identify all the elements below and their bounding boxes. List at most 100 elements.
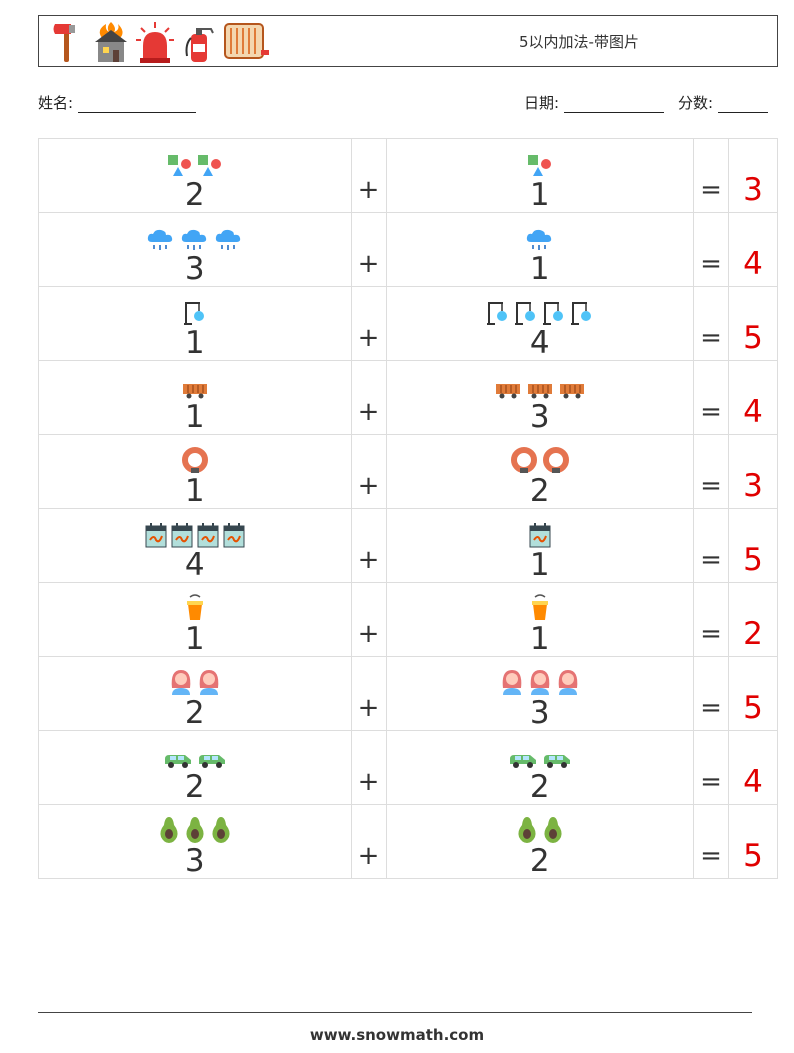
hydrant-pipe-icon	[570, 298, 594, 326]
answer-value: 5	[743, 690, 763, 726]
answer-value: 4	[743, 394, 763, 430]
equals-cell: =	[693, 360, 730, 435]
equals-sign: =	[700, 545, 722, 575]
answer-cell[interactable]: 2	[728, 582, 778, 657]
answer-cell[interactable]: 3	[728, 138, 778, 213]
right-operand: 4	[385, 286, 695, 361]
name-blank[interactable]	[77, 96, 196, 113]
car-icon	[163, 752, 193, 770]
problem-table: 2 +1 = 3 3 +1 = 4 1 +4 = 5 1 +3 = 4 1 +2 = 3 4 +1 = 5 1 +1 = 2 2 +3 = 5…	[38, 138, 778, 879]
woman-avatar-icon	[500, 668, 524, 696]
equals-cell: =	[693, 804, 730, 879]
score-field: 分数:	[678, 92, 768, 113]
answer-cell[interactable]: 5	[728, 804, 778, 879]
rain-cloud-icon	[146, 228, 176, 252]
score-blank[interactable]	[717, 96, 768, 113]
date-blank[interactable]	[563, 96, 664, 113]
left-number: 1	[184, 325, 205, 361]
right-number: 1	[529, 177, 550, 213]
right-pictures	[387, 516, 694, 548]
left-pictures	[39, 664, 351, 696]
plus-cell: +	[350, 804, 387, 879]
left-pictures	[39, 294, 351, 326]
right-pictures	[387, 146, 694, 178]
left-number: 1	[184, 621, 205, 657]
left-number: 2	[184, 177, 205, 213]
avocado-icon	[542, 816, 564, 844]
worksheet-header: 5以内加法-带图片	[38, 15, 778, 67]
calendar-note-icon	[223, 522, 245, 548]
left-pictures	[39, 590, 351, 622]
right-pictures	[387, 812, 694, 844]
left-pictures	[39, 738, 351, 770]
car-icon	[508, 752, 538, 770]
right-number: 3	[529, 695, 550, 731]
right-operand: 3	[385, 656, 695, 731]
answer-cell[interactable]: 4	[728, 360, 778, 435]
equals-sign: =	[700, 471, 722, 501]
left-operand: 3	[38, 212, 352, 287]
answer-cell[interactable]: 5	[728, 286, 778, 361]
left-number: 4	[184, 547, 205, 583]
left-pictures	[39, 812, 351, 844]
equals-cell: =	[693, 730, 730, 805]
plus-cell: +	[350, 656, 387, 731]
plus-sign: +	[357, 767, 380, 797]
right-operand: 1	[385, 508, 695, 583]
right-number: 2	[529, 473, 550, 509]
right-operand: 2	[385, 804, 695, 879]
hydrant-pipe-icon	[542, 298, 566, 326]
answer-value: 3	[743, 468, 763, 504]
equals-cell: =	[693, 434, 730, 509]
date-field: 日期:	[524, 92, 664, 113]
problem-row: 2 +3 = 5	[38, 656, 778, 731]
answer-value: 5	[743, 542, 763, 578]
right-number: 3	[529, 399, 550, 435]
shapes-icon	[197, 154, 223, 178]
answer-cell[interactable]: 3	[728, 434, 778, 509]
problem-row: 1 +2 = 3	[38, 434, 778, 509]
shapes-icon	[527, 154, 553, 178]
problem-row: 1 +3 = 4	[38, 360, 778, 435]
equals-sign: =	[700, 767, 722, 797]
left-pictures	[39, 516, 351, 548]
answer-cell[interactable]: 5	[728, 508, 778, 583]
rain-cloud-icon	[214, 228, 244, 252]
answer-value: 5	[743, 320, 763, 356]
plus-sign: +	[357, 545, 380, 575]
answer-value: 3	[743, 172, 763, 208]
equals-sign: =	[700, 693, 722, 723]
calendar-note-icon	[145, 522, 167, 548]
freight-wagon-icon	[526, 380, 554, 400]
freight-wagon-icon	[494, 380, 522, 400]
right-operand: 1	[385, 582, 695, 657]
left-pictures	[39, 146, 351, 178]
header-icons	[47, 20, 271, 64]
answer-value: 4	[743, 246, 763, 282]
score-label: 分数:	[678, 94, 714, 112]
left-operand: 1	[38, 434, 352, 509]
name-field: 姓名:	[38, 92, 196, 113]
avocado-icon	[184, 816, 206, 844]
plus-cell: +	[350, 582, 387, 657]
life-ring-icon	[542, 446, 570, 474]
answer-cell[interactable]: 4	[728, 730, 778, 805]
freight-wagon-icon	[558, 380, 586, 400]
problem-row: 3 +1 = 4	[38, 212, 778, 287]
left-number: 2	[184, 769, 205, 805]
left-operand: 4	[38, 508, 352, 583]
answer-cell[interactable]: 5	[728, 656, 778, 731]
answer-cell[interactable]: 4	[728, 212, 778, 287]
problem-row: 2 +1 = 3	[38, 138, 778, 213]
equals-sign: =	[700, 841, 722, 871]
answer-value: 4	[743, 764, 763, 800]
axe-icon	[53, 24, 75, 62]
problem-row: 1 +4 = 5	[38, 286, 778, 361]
woman-avatar-icon	[528, 668, 552, 696]
right-number: 1	[529, 621, 550, 657]
left-number: 3	[184, 251, 205, 287]
car-icon	[542, 752, 572, 770]
right-operand: 2	[385, 434, 695, 509]
left-operand: 1	[38, 286, 352, 361]
equals-cell: =	[693, 656, 730, 731]
